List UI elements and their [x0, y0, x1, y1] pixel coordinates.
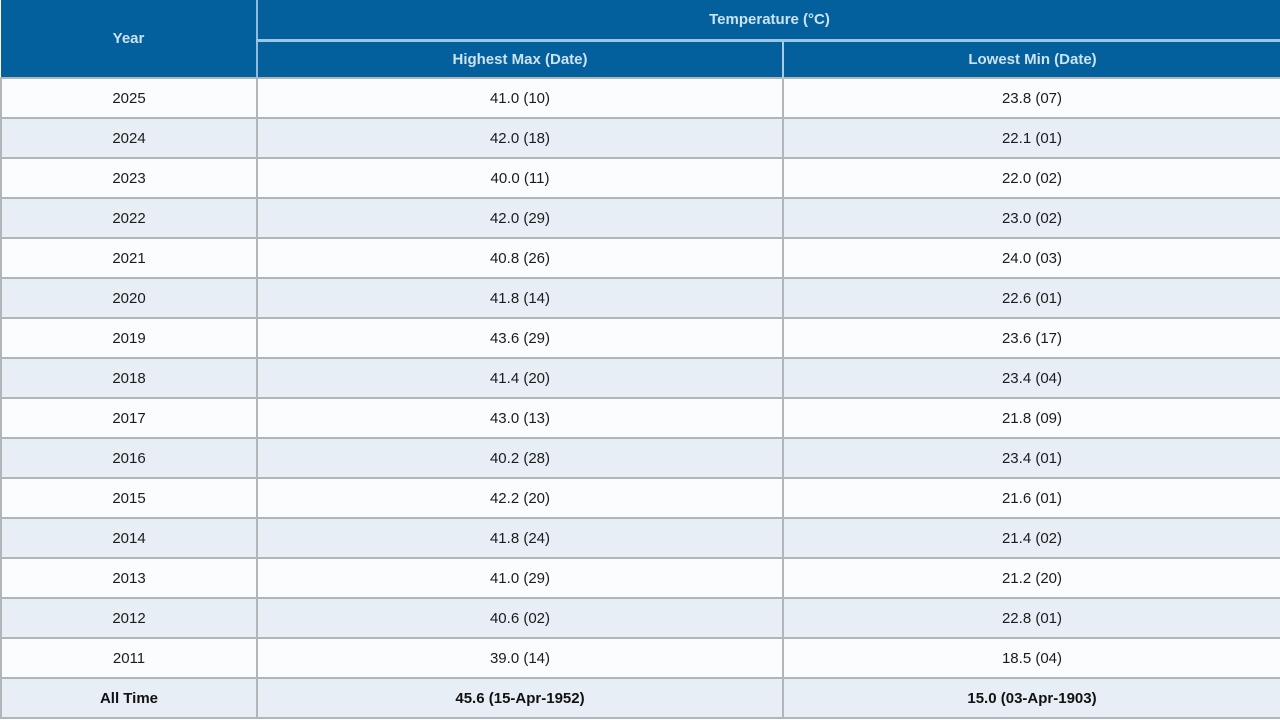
year-cell: 2024: [0, 117, 258, 159]
highest-max-cell: 43.6 (29): [256, 317, 784, 359]
table-row: 2015 42.2 (20) 21.6 (01): [0, 477, 1280, 519]
temperature-group-header: Temperature (°C): [257, 0, 1280, 42]
table-row: 2025 41.0 (10) 23.8 (07): [0, 77, 1280, 119]
table-row: 2021 40.8 (26) 24.0 (03): [0, 237, 1280, 279]
lowest-min-cell: 21.6 (01): [782, 477, 1280, 519]
table-row: 2011 39.0 (14) 18.5 (04): [0, 637, 1280, 679]
lowest-min-cell: 15.0 (03-Apr-1903): [782, 677, 1280, 719]
table-row: 2017 43.0 (13) 21.8 (09): [0, 397, 1280, 439]
header-row-group: Year Temperature (°C): [1, 0, 1280, 78]
highest-max-cell: 42.0 (18): [256, 117, 784, 159]
lowest-min-cell: 22.8 (01): [782, 597, 1280, 639]
year-cell: 2020: [0, 277, 258, 319]
table-row: 2023 40.0 (11) 22.0 (02): [0, 157, 1280, 199]
highest-max-cell: 42.2 (20): [256, 477, 784, 519]
highest-max-cell: 45.6 (15-Apr-1952): [256, 677, 784, 719]
table-row: 2014 41.8 (24) 21.4 (02): [0, 517, 1280, 559]
table-row: 2012 40.6 (02) 22.8 (01): [0, 597, 1280, 639]
table-row: 2020 41.8 (14) 22.6 (01): [0, 277, 1280, 319]
table-row: 2022 42.0 (29) 23.0 (02): [0, 197, 1280, 239]
highest-max-cell: 41.8 (14): [256, 277, 784, 319]
table-row: 2018 41.4 (20) 23.4 (04): [0, 357, 1280, 399]
lowest-min-cell: 21.2 (20): [782, 557, 1280, 599]
highest-max-cell: 40.0 (11): [256, 157, 784, 199]
table-row: 2024 42.0 (18) 22.1 (01): [0, 117, 1280, 159]
highest-max-cell: 40.6 (02): [256, 597, 784, 639]
year-cell: 2016: [0, 437, 258, 479]
lowest-min-cell: 23.4 (04): [782, 357, 1280, 399]
year-cell: 2021: [0, 237, 258, 279]
lowest-min-cell: 18.5 (04): [782, 637, 1280, 679]
highest-max-cell: 41.8 (24): [256, 517, 784, 559]
year-cell: All Time: [0, 677, 258, 719]
highest-max-cell: 40.2 (28): [256, 437, 784, 479]
lowest-min-cell: 22.1 (01): [782, 117, 1280, 159]
lowest-min-cell: 23.6 (17): [782, 317, 1280, 359]
year-cell: 2022: [0, 197, 258, 239]
lowest-min-cell: 22.0 (02): [782, 157, 1280, 199]
year-cell: 2015: [0, 477, 258, 519]
year-cell: 2019: [0, 317, 258, 359]
highest-max-cell: 41.0 (29): [256, 557, 784, 599]
lowest-min-cell: 24.0 (03): [782, 237, 1280, 279]
highest-max-cell: 41.0 (10): [256, 77, 784, 119]
highest-max-cell: 40.8 (26): [256, 237, 784, 279]
lowest-min-cell: 23.8 (07): [782, 77, 1280, 119]
lowest-min-cell: 22.6 (01): [782, 277, 1280, 319]
highest-max-cell: 43.0 (13): [256, 397, 784, 439]
year-cell: 2018: [0, 357, 258, 399]
highest-max-column-header: Highest Max (Date): [257, 40, 783, 78]
year-cell: 2014: [0, 517, 258, 559]
table-row: 2013 41.0 (29) 21.2 (20): [0, 557, 1280, 599]
table-row: 2016 40.2 (28) 23.4 (01): [0, 437, 1280, 479]
lowest-min-cell: 23.4 (01): [782, 437, 1280, 479]
table-header: Year Temperature (°C) Highest Max (Date)…: [1, 0, 1280, 78]
lowest-min-column-header: Lowest Min (Date): [782, 40, 1280, 78]
year-cell: 2023: [0, 157, 258, 199]
header-row-sub: Highest Max (Date) Lowest Min (Date): [1, 40, 1280, 78]
highest-max-cell: 39.0 (14): [256, 637, 784, 679]
year-cell: 2013: [0, 557, 258, 599]
year-cell: 2012: [0, 597, 258, 639]
lowest-min-cell: 23.0 (02): [782, 197, 1280, 239]
year-cell: 2025: [0, 77, 258, 119]
year-column-header: Year: [1, 0, 258, 78]
year-cell: 2017: [0, 397, 258, 439]
year-cell: 2011: [0, 637, 258, 679]
lowest-min-cell: 21.4 (02): [782, 517, 1280, 559]
all-time-row: All Time 45.6 (15-Apr-1952) 15.0 (03-Apr-1…: [0, 677, 1280, 719]
highest-max-cell: 42.0 (29): [256, 197, 784, 239]
table-row: 2019 43.6 (29) 23.6 (17): [0, 317, 1280, 359]
table-body: 2025 41.0 (10) 23.8 (07) 2024 42.0 (18) 22.1 …: [0, 77, 1280, 719]
lowest-min-cell: 21.8 (09): [782, 397, 1280, 439]
highest-max-cell: 41.4 (20): [256, 357, 784, 399]
